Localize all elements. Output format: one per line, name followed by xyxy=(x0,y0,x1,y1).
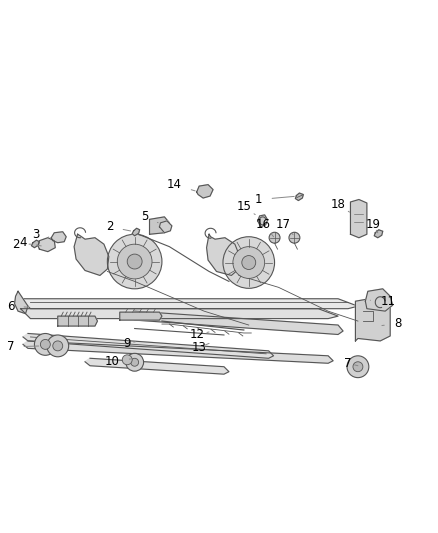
Polygon shape xyxy=(374,230,383,238)
Circle shape xyxy=(35,334,56,356)
Polygon shape xyxy=(295,193,304,200)
Polygon shape xyxy=(120,312,162,320)
Text: 6: 6 xyxy=(7,300,28,313)
Circle shape xyxy=(40,340,50,349)
Circle shape xyxy=(47,335,69,357)
Text: 4: 4 xyxy=(19,236,41,249)
Text: 14: 14 xyxy=(167,178,195,191)
Circle shape xyxy=(107,234,162,289)
Polygon shape xyxy=(258,215,268,227)
Polygon shape xyxy=(23,334,274,358)
Text: 12: 12 xyxy=(189,328,209,341)
Text: 10: 10 xyxy=(105,356,131,368)
Circle shape xyxy=(126,353,144,371)
Circle shape xyxy=(122,355,132,365)
Polygon shape xyxy=(38,238,55,252)
Text: 1: 1 xyxy=(255,193,294,206)
Polygon shape xyxy=(85,358,229,374)
Circle shape xyxy=(353,362,363,372)
Text: 18: 18 xyxy=(331,198,350,212)
Polygon shape xyxy=(23,341,333,364)
Circle shape xyxy=(347,356,369,378)
Polygon shape xyxy=(132,228,140,236)
Polygon shape xyxy=(365,289,392,311)
Polygon shape xyxy=(51,232,66,243)
Polygon shape xyxy=(58,316,97,326)
Text: 17: 17 xyxy=(276,218,293,235)
Text: 2: 2 xyxy=(106,220,131,233)
Polygon shape xyxy=(14,292,28,313)
Polygon shape xyxy=(21,299,358,309)
Text: 15: 15 xyxy=(237,200,255,215)
Circle shape xyxy=(289,232,300,243)
Text: 19: 19 xyxy=(365,218,380,233)
Circle shape xyxy=(131,358,138,366)
Polygon shape xyxy=(350,199,367,238)
Text: 2: 2 xyxy=(12,238,31,251)
Circle shape xyxy=(269,232,280,243)
Circle shape xyxy=(223,237,275,288)
Text: 16: 16 xyxy=(256,218,274,237)
Text: 11: 11 xyxy=(370,295,395,308)
Text: 8: 8 xyxy=(382,317,401,330)
Polygon shape xyxy=(130,311,343,335)
Circle shape xyxy=(127,254,142,269)
Polygon shape xyxy=(74,234,109,276)
Text: 9: 9 xyxy=(124,337,135,350)
Text: 13: 13 xyxy=(192,341,209,354)
Polygon shape xyxy=(356,297,390,341)
Circle shape xyxy=(242,256,256,270)
Polygon shape xyxy=(149,217,170,234)
Circle shape xyxy=(117,244,152,279)
Polygon shape xyxy=(197,184,213,198)
Polygon shape xyxy=(159,221,172,233)
Polygon shape xyxy=(21,309,338,319)
Text: 3: 3 xyxy=(32,228,49,241)
Text: 5: 5 xyxy=(141,211,158,223)
Circle shape xyxy=(233,247,265,278)
Text: 7: 7 xyxy=(344,357,358,370)
Polygon shape xyxy=(32,240,39,248)
Polygon shape xyxy=(207,234,240,276)
Circle shape xyxy=(53,341,63,351)
Text: 7: 7 xyxy=(7,341,39,353)
